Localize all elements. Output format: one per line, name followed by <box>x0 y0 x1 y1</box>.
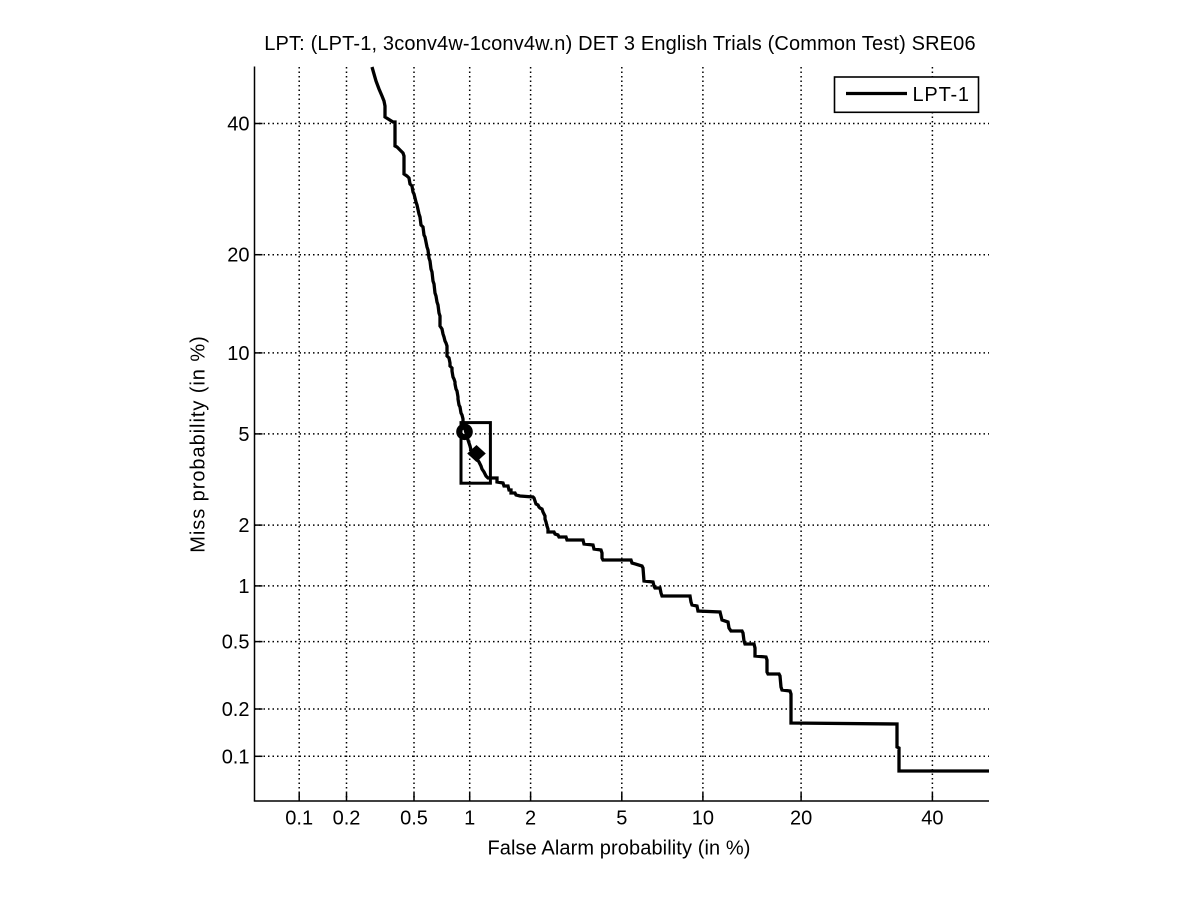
svg-text:20: 20 <box>227 245 249 267</box>
svg-text:0.5: 0.5 <box>222 632 250 654</box>
svg-text:Miss probability (in %): Miss probability (in %) <box>188 335 210 552</box>
svg-text:5: 5 <box>616 808 627 830</box>
svg-text:0.2: 0.2 <box>333 808 361 830</box>
svg-text:40: 40 <box>921 808 943 830</box>
svg-text:0.2: 0.2 <box>222 699 250 721</box>
svg-text:1: 1 <box>464 808 475 830</box>
svg-text:10: 10 <box>692 808 714 830</box>
svg-text:20: 20 <box>790 808 812 830</box>
svg-text:10: 10 <box>227 343 249 365</box>
svg-text:0.1: 0.1 <box>285 808 313 830</box>
svg-text:LPT-1: LPT-1 <box>913 84 970 106</box>
svg-text:LPT: (LPT-1, 3conv4w-1conv4w.n: LPT: (LPT-1, 3conv4w-1conv4w.n) DET 3 En… <box>264 33 975 55</box>
svg-text:40: 40 <box>227 114 249 136</box>
svg-text:2: 2 <box>238 515 249 537</box>
svg-text:0.1: 0.1 <box>222 746 250 768</box>
svg-text:2: 2 <box>525 808 536 830</box>
svg-text:1: 1 <box>238 576 249 598</box>
svg-text:0.5: 0.5 <box>400 808 428 830</box>
svg-text:5: 5 <box>238 424 249 446</box>
svg-text:False Alarm probability (in %): False Alarm probability (in %) <box>487 838 750 860</box>
